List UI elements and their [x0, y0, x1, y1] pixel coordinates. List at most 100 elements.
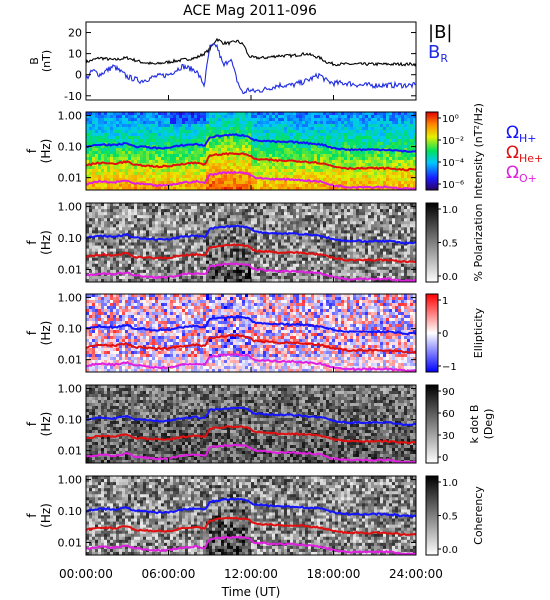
heat-cell — [287, 160, 291, 164]
heat-cell — [278, 248, 282, 253]
heat-cell — [245, 130, 249, 134]
heat-cell — [395, 154, 399, 158]
heat-cell — [158, 251, 162, 256]
heat-cell — [176, 112, 180, 116]
heat-cell — [134, 121, 138, 125]
heat-cell — [89, 118, 93, 122]
heat-cell — [170, 133, 174, 137]
heat-cell — [101, 236, 105, 240]
heat-cell — [326, 172, 330, 176]
heat-cell — [206, 242, 210, 246]
heat-cell — [158, 163, 162, 167]
heat-cell — [221, 245, 225, 249]
heat-cell — [308, 212, 312, 216]
heat-cell — [263, 242, 267, 246]
heat-cell — [395, 112, 399, 116]
heat-cell — [113, 160, 117, 164]
heat-cell — [404, 127, 408, 131]
heat-cell — [194, 230, 198, 234]
heat-cell — [248, 145, 252, 149]
heat-cell — [269, 251, 273, 256]
heat-cell — [188, 124, 192, 128]
heat-cell — [317, 272, 321, 277]
heat-cell — [101, 154, 105, 158]
heat-cell — [248, 278, 252, 282]
heat-cell — [218, 257, 222, 262]
heat-cell — [152, 172, 156, 176]
heat-cell — [353, 160, 357, 164]
heat-cell — [317, 266, 321, 271]
heat-cell — [134, 233, 138, 237]
heat-cell — [236, 121, 240, 125]
heat-cell — [365, 163, 369, 167]
heat-cell — [140, 251, 144, 256]
heat-cell — [329, 148, 333, 152]
heat-cell — [227, 184, 231, 188]
heat-cell — [374, 139, 378, 143]
heat-cell — [224, 212, 228, 216]
heat-cell — [290, 257, 294, 262]
heat-cell — [332, 175, 336, 179]
heat-cell — [227, 160, 231, 164]
heat-cell — [350, 163, 354, 167]
heat-cell — [353, 136, 357, 140]
heat-cell — [131, 136, 135, 140]
heat-cell — [170, 172, 174, 176]
heat-cell — [101, 221, 105, 225]
heat-cell — [203, 121, 207, 125]
heat-cell — [239, 236, 243, 240]
heat-cell — [143, 203, 147, 207]
heat-cell — [236, 145, 240, 149]
heat-cell — [401, 148, 405, 152]
heat-cell — [173, 248, 177, 253]
heat-cell — [272, 206, 276, 210]
heat-cell — [266, 254, 270, 259]
heat-cell — [245, 272, 249, 277]
heat-cell — [407, 115, 411, 119]
heat-cell — [287, 239, 291, 243]
heat-cell — [89, 175, 93, 179]
heat-cell — [248, 251, 252, 256]
heat-cell — [290, 151, 294, 155]
heat-cell — [281, 263, 285, 268]
heat-cell — [197, 212, 201, 216]
heat-cell — [374, 112, 378, 116]
heat-cell — [296, 121, 300, 125]
heat-cell — [110, 130, 114, 134]
heat-cell — [197, 206, 201, 210]
heat-cell — [290, 181, 294, 185]
heat-cell — [236, 278, 240, 282]
heat-cell — [215, 166, 219, 170]
heat-cell — [245, 203, 249, 207]
heat-cell — [170, 169, 174, 173]
heat-cell — [302, 142, 306, 146]
heat-cell — [248, 230, 252, 234]
heat-cell — [203, 242, 207, 246]
heat-cell — [299, 175, 303, 179]
heat-cell — [281, 257, 285, 262]
heat-cell — [383, 118, 387, 122]
heat-cell — [230, 209, 234, 213]
heat-cell — [260, 233, 264, 237]
heat-cell — [149, 266, 153, 271]
heat-cell — [95, 227, 99, 231]
heat-cell — [218, 136, 222, 140]
heat-cell — [224, 148, 228, 152]
heat-cell — [317, 133, 321, 137]
heat-cell — [386, 115, 390, 119]
heat-cell — [284, 233, 288, 237]
heat-cell — [197, 115, 201, 119]
heat-cell — [131, 112, 135, 116]
heat-cell — [263, 151, 267, 155]
heat-cell — [218, 148, 222, 152]
heat-cell — [155, 245, 159, 249]
heat-cell — [359, 169, 363, 173]
heat-cell — [215, 112, 219, 116]
heat-cell — [191, 209, 195, 213]
heat-cell — [254, 212, 258, 216]
heat-cell — [89, 224, 93, 228]
heat-cell — [140, 278, 144, 282]
heat-cell — [170, 218, 174, 222]
heat-cell — [98, 239, 102, 243]
heat-cell — [356, 187, 360, 190]
